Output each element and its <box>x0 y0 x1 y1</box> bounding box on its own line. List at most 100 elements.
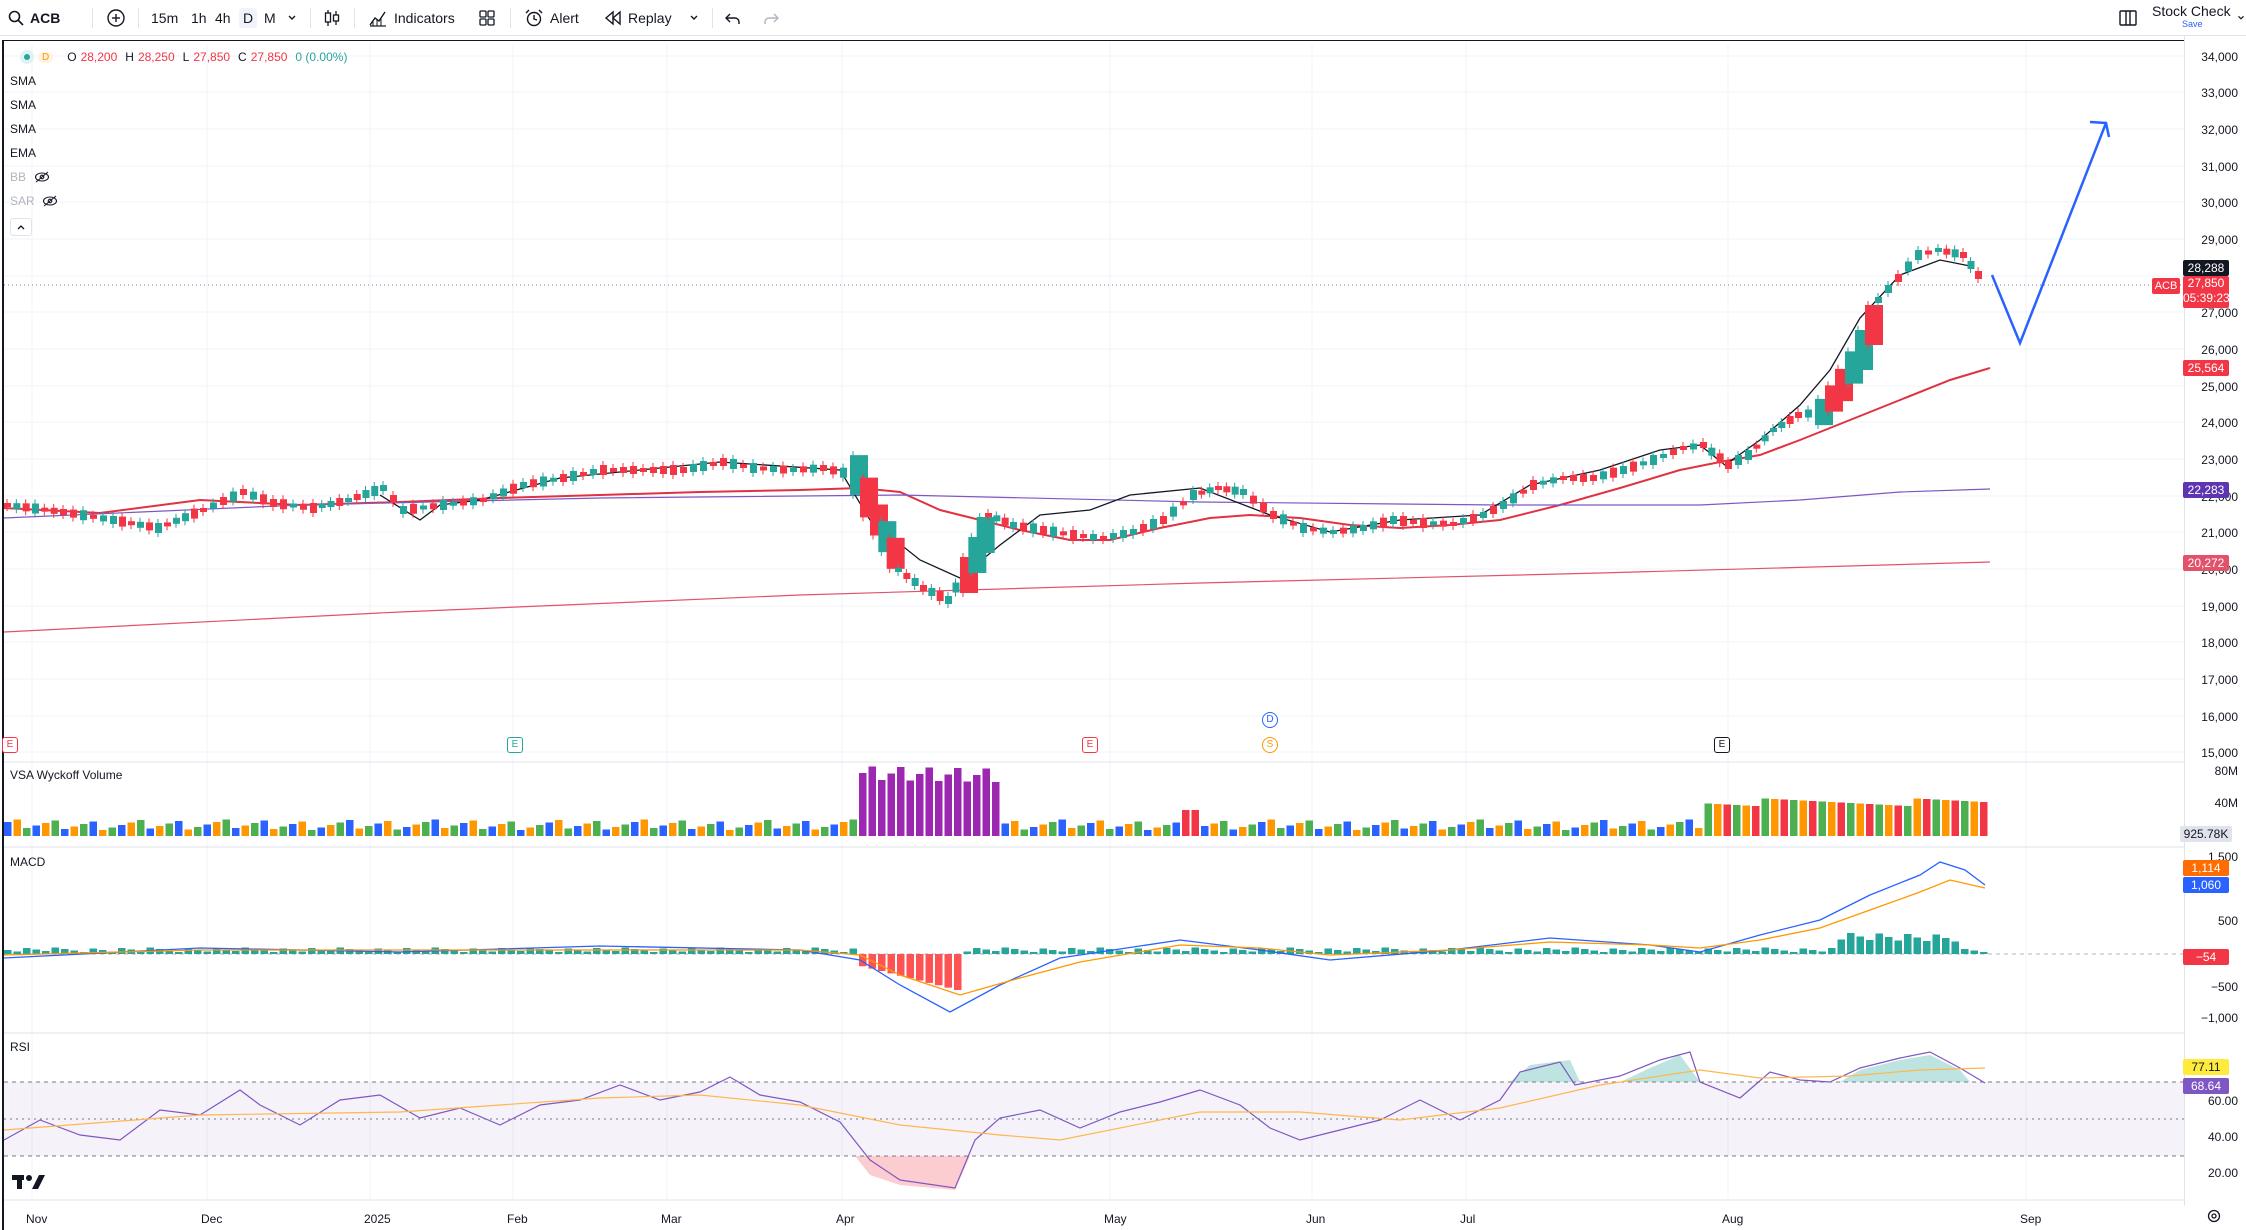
volume-bar <box>412 824 420 836</box>
earnings-event-marker[interactable]: E <box>507 737 523 753</box>
layout-dropdown[interactable] <box>2236 0 2246 36</box>
candle <box>1915 250 1922 260</box>
candle <box>1943 248 1951 255</box>
macd-histogram-bar <box>1609 948 1617 954</box>
macd-histogram-bar <box>1790 952 1798 954</box>
volume-bar <box>1723 804 1731 836</box>
candle <box>60 509 67 515</box>
divider <box>310 8 311 28</box>
macd-histogram-bar <box>802 951 810 954</box>
timeframe-m[interactable]: M <box>264 10 276 26</box>
layout-button[interactable] <box>2118 0 2138 36</box>
timeframe-4h[interactable]: 4h <box>215 10 231 26</box>
settings-icon[interactable] <box>2206 1208 2222 1229</box>
timeframe-1h[interactable]: 1h <box>191 10 207 26</box>
macd-histogram-bar <box>1030 952 1038 954</box>
macd-histogram-bar <box>1961 949 1969 954</box>
macd-histogram-bar <box>1666 947 1674 954</box>
volume-bar <box>1106 829 1114 836</box>
price-tick: 27,000 <box>2201 306 2238 320</box>
volume-pane-title[interactable]: VSA Wyckoff Volume <box>10 768 123 782</box>
macd-histogram-bar <box>887 954 895 974</box>
candle <box>22 503 30 512</box>
volume-bar <box>1419 823 1427 836</box>
candle <box>1735 455 1742 465</box>
candle <box>260 494 267 505</box>
rsi-pane-title[interactable]: RSI <box>10 1040 31 1054</box>
timeframe-15m[interactable]: 15m <box>151 10 179 26</box>
legend-row[interactable]: D O 28,200 H 28,250 L 27,850 C 27,850 0 (0.0… <box>20 50 347 64</box>
earnings-event-marker[interactable]: E <box>1082 737 1098 753</box>
macd-histogram-bar <box>1543 948 1551 954</box>
candle <box>1100 536 1107 540</box>
macd-pane-title[interactable]: MACD <box>10 855 46 869</box>
low-value: 27,850 <box>193 50 231 64</box>
rsi-ma-line <box>3 1067 1986 1141</box>
earnings-event-marker[interactable]: E <box>2 737 18 753</box>
timeframe-dropdown[interactable] <box>286 0 298 36</box>
volume-bar <box>992 782 1000 836</box>
volume-bar <box>821 827 829 836</box>
redo-button[interactable] <box>762 0 780 36</box>
macd-histogram-bar <box>716 947 724 954</box>
candle <box>1380 517 1387 528</box>
macd-histogram-bar <box>1780 950 1788 954</box>
replay-dropdown[interactable] <box>688 0 700 36</box>
price-tick: 30,000 <box>2201 196 2238 210</box>
projection-arrow[interactable] <box>1990 122 2108 347</box>
candle <box>1040 526 1047 534</box>
macd-histogram-bar <box>564 948 572 954</box>
macd-histogram-bar <box>1723 951 1731 954</box>
candle <box>903 573 911 579</box>
eye-off-icon[interactable] <box>34 170 50 187</box>
macd-histogram-bar <box>1894 940 1902 954</box>
indicator-sar[interactable]: SAR <box>10 194 58 208</box>
indicator-bb[interactable]: BB <box>10 170 50 184</box>
symbol-search[interactable]: ACB <box>8 0 60 36</box>
split-event-marker[interactable]: S <box>1262 737 1278 753</box>
indicators-button[interactable]: Indicators <box>368 0 455 36</box>
candle <box>1480 512 1487 518</box>
earnings-event-marker[interactable]: E <box>1714 737 1730 753</box>
compare-button[interactable] <box>106 0 126 36</box>
volume-bar <box>1001 823 1009 836</box>
volume-bar <box>1030 827 1038 836</box>
candle <box>750 463 757 473</box>
indicator-sma-3[interactable]: SMA <box>10 122 37 136</box>
candle <box>936 591 944 601</box>
macd-histogram-bar <box>260 950 268 954</box>
indicator-sma-2[interactable]: SMA <box>10 98 37 112</box>
replay-button[interactable]: Replay <box>604 0 672 36</box>
timeframe-d[interactable]: D <box>239 0 258 36</box>
volume-bar <box>1809 801 1817 836</box>
macd-histogram-bar <box>1676 949 1684 954</box>
volume-bar <box>327 825 335 836</box>
candle <box>1290 521 1297 526</box>
time-axis[interactable] <box>0 1202 2184 1230</box>
volume-bar <box>849 819 857 836</box>
indicator-sma-1[interactable]: SMA <box>10 74 37 88</box>
collapse-legend-button[interactable] <box>10 218 32 236</box>
candle <box>1580 474 1587 482</box>
layout-name-button[interactable]: Stock Check Save <box>2152 0 2231 36</box>
candle <box>1070 530 1077 540</box>
undo-button[interactable] <box>724 0 742 36</box>
indicator-ema[interactable]: EMA <box>10 146 37 160</box>
candle <box>1951 249 1959 258</box>
eye-off-icon[interactable] <box>42 194 58 211</box>
price-axis[interactable] <box>2184 36 2246 1206</box>
volume-bar <box>1970 801 1978 836</box>
volume-bar <box>1077 825 1085 836</box>
dividend-event-marker[interactable]: D <box>1262 712 1278 728</box>
tradingview-logo[interactable] <box>12 1172 46 1197</box>
volume-bar <box>574 826 582 836</box>
macd-histogram-bar <box>555 952 563 954</box>
templates-button[interactable] <box>478 0 496 36</box>
volume-bar <box>80 824 88 836</box>
macd-histogram-bar <box>1011 949 1019 954</box>
macd-histogram-bar <box>783 948 791 954</box>
volume-bar <box>1267 819 1275 836</box>
chart-type-button[interactable] <box>322 0 342 36</box>
alert-button[interactable]: Alert <box>524 0 579 36</box>
